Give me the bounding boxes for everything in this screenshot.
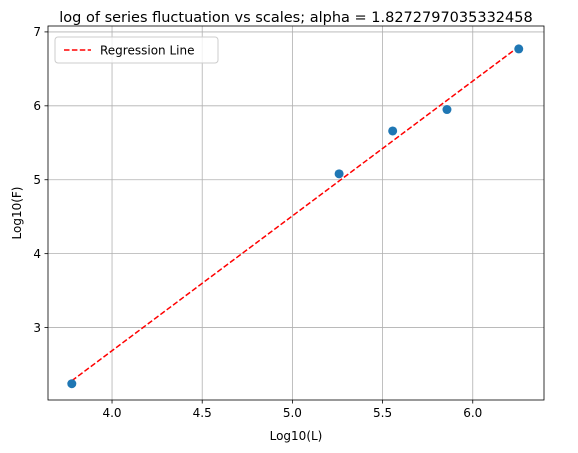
y-tick-label: 5 [33,173,41,187]
x-tick-label: 4.0 [102,406,121,420]
y-axis-label: Log10(F) [10,187,24,240]
data-point [388,126,398,136]
x-axis-label: Log10(L) [270,429,323,443]
legend-regression-label: Regression Line [100,44,194,58]
y-tick-label: 4 [33,247,41,261]
data-point [67,379,77,389]
x-tick-label: 5.0 [283,406,302,420]
x-tick-label: 6.0 [463,406,482,420]
grid-lines [48,26,544,400]
data-point [442,105,452,115]
plot-frame [47,25,545,401]
x-tick-label: 5.5 [373,406,392,420]
data-point [334,169,344,179]
y-tick-label: 6 [33,99,41,113]
y-tick-label: 3 [33,321,41,335]
legend: Regression Line [54,36,219,64]
chart-title: log of series fluctuation vs scales; alp… [59,10,532,26]
y-tick-label: 7 [33,25,41,39]
ticks: 4.0 4.5 5.0 5.5 6.0 3 4 5 6 7 [33,25,482,420]
legend-box [54,36,219,64]
series-layer [67,44,524,389]
x-tick-label: 4.5 [193,406,212,420]
regression-line [71,46,520,382]
data-point [514,44,524,54]
